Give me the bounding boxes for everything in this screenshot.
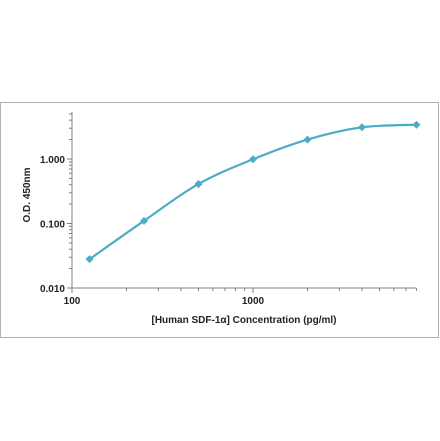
axes <box>71 112 416 289</box>
y-tick-label: 0.010 <box>40 284 65 295</box>
data-point <box>194 179 203 188</box>
x-tick-label: 100 <box>64 296 81 307</box>
data-point <box>303 135 312 144</box>
data-point <box>85 255 94 264</box>
series-line <box>88 123 417 261</box>
data-point <box>249 155 257 164</box>
data-point <box>357 123 366 132</box>
y-tick-label: 1.000 <box>40 155 65 166</box>
data-point <box>412 120 421 129</box>
x-axis-title: [Human SDF-1α] Concentration (pg/ml) <box>151 315 336 326</box>
x-tick-label: 1000 <box>242 296 265 307</box>
data-point <box>140 216 149 225</box>
chart-frame <box>0 102 439 338</box>
y-tick-label: 0.100 <box>40 220 65 231</box>
tick-labels: 0.010 0.100 1.000 100 1000 <box>40 155 265 307</box>
series-layer <box>85 120 421 264</box>
y-axis-title: O.D. 450nm <box>22 167 33 222</box>
ticks <box>67 113 417 293</box>
